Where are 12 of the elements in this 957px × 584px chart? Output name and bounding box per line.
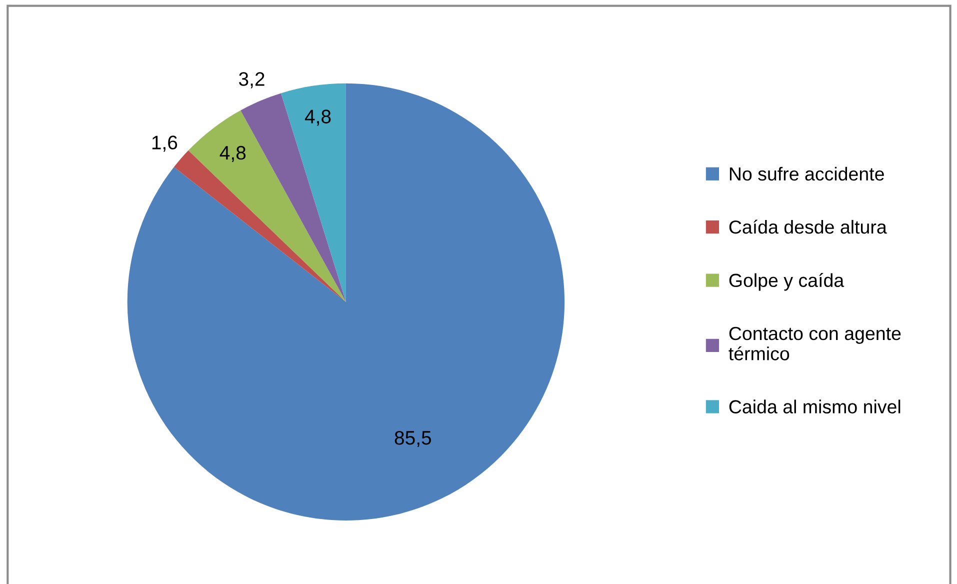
legend-label: No sufre accidente xyxy=(730,166,884,181)
data-label: 1,6 xyxy=(152,136,178,152)
legend-label: Contacto con agente térmico xyxy=(728,326,901,360)
legend-label: Golpe y caída xyxy=(729,273,844,291)
pie-slice xyxy=(188,110,346,302)
data-label: 3,2 xyxy=(238,72,264,88)
legend-label: Caida al mismo nivel xyxy=(729,400,900,414)
pie-slice xyxy=(280,83,346,302)
data-label: 4,8 xyxy=(220,146,246,162)
data-label: 4,8 xyxy=(304,110,331,126)
data-label: 85,5 xyxy=(394,430,432,448)
legend-label: Caída desde altura xyxy=(729,220,887,234)
